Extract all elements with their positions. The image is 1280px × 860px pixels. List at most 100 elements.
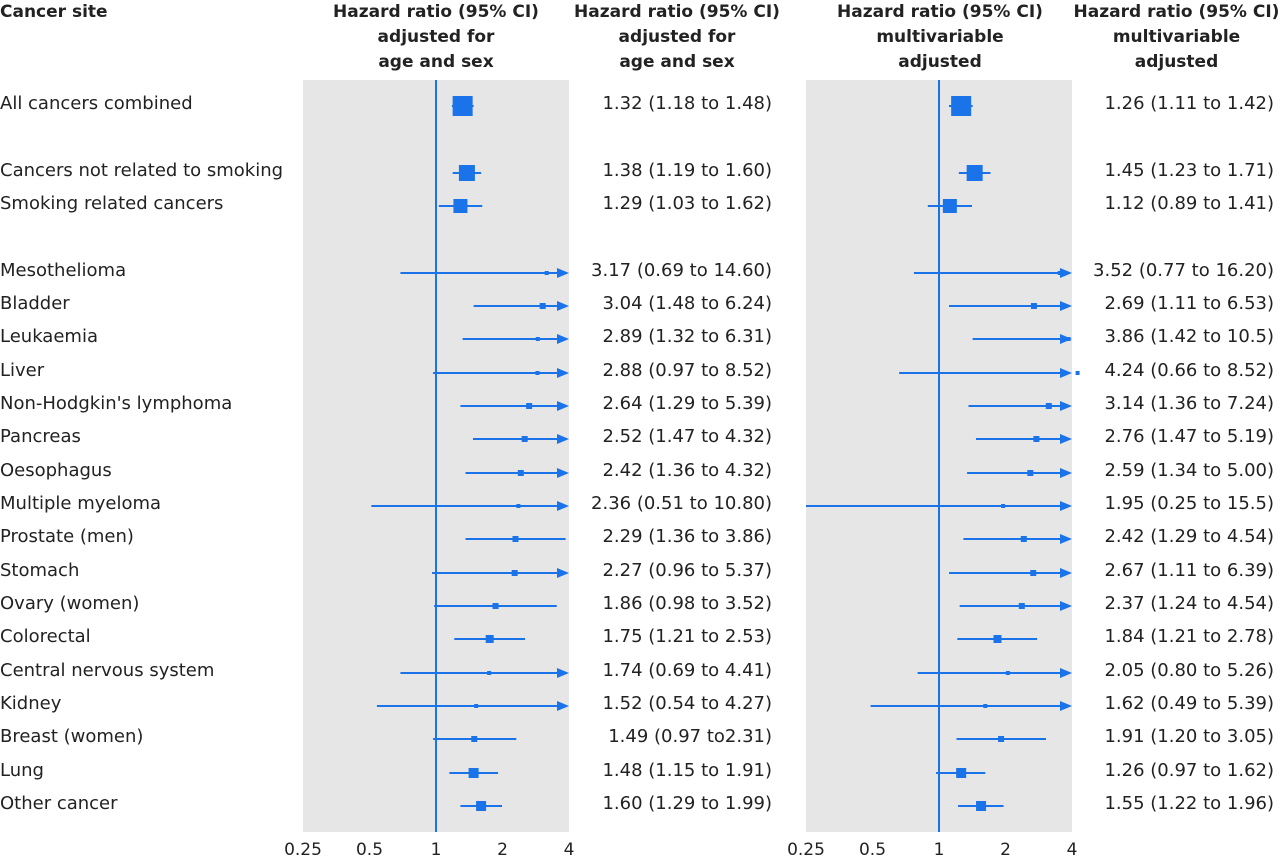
estimate-text-multivariable: 1.45 (1.23 to 1.71) [1104,160,1274,181]
tick-label-1-1: 0.5 [355,840,384,860]
tick-label-2-1: 0.5 [858,840,887,860]
estimate1-header: Hazard ratio (95% CI) adjusted for age a… [572,0,782,75]
tick-label-1-2: 1 [430,840,442,860]
ci-arrow-1-10 [557,501,569,511]
ci-arrow-2-4 [1060,301,1072,311]
estimate-text-multivariable: 1.62 (0.49 to 5.39) [1104,693,1274,714]
estimate-text-age-sex: 1.48 (1.15 to 1.91) [602,760,772,781]
estimate-marker-2-4 [1030,303,1037,309]
panel1-header-line2: adjusted for [377,27,495,47]
estimate-marker-1-1 [458,165,475,181]
panel2-header: Hazard ratio (95% CI) multivariable adju… [810,0,1070,75]
ci-arrow-1-15 [557,668,569,678]
estimate-marker-2-8 [1033,436,1040,442]
ci-arrow-1-3 [557,268,569,278]
estimate2-header-line2: multivariable [1112,27,1241,47]
estimate2-header: Hazard ratio (95% CI) multivariable adju… [1073,0,1280,75]
estimate-text-multivariable: 4.24 (0.66 to 8.52) [1104,360,1274,381]
row-label: Smoking related cancers [0,193,224,214]
ci-arrow-2-13 [1060,601,1072,611]
estimate-text-age-sex: 2.52 (1.47 to 4.32) [602,426,772,447]
estimate-text-multivariable: 2.59 (1.34 to 5.00) [1104,460,1274,481]
row-label: Cancers not related to smoking [0,160,284,181]
estimate-marker-2-11 [1020,536,1027,542]
estimate-marker-1-14 [485,635,494,643]
estimate-text-age-sex: 1.60 (1.29 to 1.99) [602,793,772,814]
ci-arrow-2-9 [1060,468,1072,478]
estimate1-header-line3: age and sex [619,52,735,72]
estimate2-header-line1: Hazard ratio (95% CI) [1073,2,1280,22]
estimate-text-multivariable: 2.05 (0.80 to 5.26) [1104,660,1274,681]
row-label: Oesophagus [0,460,112,481]
estimate-text-multivariable: 2.76 (1.47 to 5.19) [1104,426,1274,447]
estimate-text-multivariable: 1.95 (0.25 to 15.5) [1104,493,1274,514]
ci-arrow-2-6 [1060,368,1072,378]
estimate-text-multivariable: 1.26 (0.97 to 1.62) [1104,760,1274,781]
estimate-marker-2-15 [1005,671,1010,675]
row-label: Prostate (men) [0,526,134,547]
estimate-marker-1-6 [535,371,540,375]
estimate-text-age-sex: 2.27 (0.96 to 5.37) [602,560,772,581]
estimate-marker-1-19 [476,801,487,811]
estimate-text-age-sex: 2.64 (1.29 to 5.39) [602,393,772,414]
estimate-marker-2-5 [1066,337,1071,341]
ci-arrow-2-10 [1060,501,1072,511]
panel1-header-line1: Hazard ratio (95% CI) [333,2,539,22]
estimate-text-age-sex: 1.29 (1.03 to 1.62) [602,193,772,214]
estimate-marker-1-0 [452,96,473,116]
row-label: Non-Hodgkin's lymphoma [0,393,233,414]
panel2-header-line2: multivariable [876,27,1004,47]
estimate-text-age-sex: 2.29 (1.36 to 3.86) [602,526,772,547]
row-label: Liver [0,360,45,381]
ci-arrow-2-7 [1060,401,1072,411]
estimate-text-multivariable: 1.84 (1.21 to 2.78) [1104,626,1274,647]
estimate-marker-1-11 [512,536,519,542]
estimate-text-multivariable: 2.42 (1.29 to 4.54) [1104,526,1274,547]
row-label: Colorectal [0,626,91,647]
estimate-marker-2-2 [942,199,957,213]
ci-arrow-1-9 [557,468,569,478]
ci-arrow-2-3 [1060,268,1072,278]
row-label: Lung [0,760,44,781]
estimate-marker-1-2 [453,199,468,213]
estimate-text-age-sex: 1.38 (1.19 to 1.60) [602,160,772,181]
ci-arrow-1-4 [557,301,569,311]
estimate-text-age-sex: 2.42 (1.36 to 4.32) [602,460,772,481]
row-label: Stomach [0,560,80,581]
estimate-marker-1-10 [516,504,521,508]
estimate-marker-2-12 [1030,570,1037,576]
estimate-text-age-sex: 1.86 (0.98 to 3.52) [602,593,772,614]
estimate-marker-2-13 [1018,603,1025,609]
estimate-marker-1-4 [539,303,546,309]
row-label: Kidney [0,693,62,714]
estimate-text-age-sex: 2.36 (0.51 to 10.80) [591,493,772,514]
estimate2-header-line3: adjusted [1134,52,1219,72]
estimate-marker-2-16 [983,704,988,708]
estimate-marker-1-16 [474,704,479,708]
ci-arrow-2-15 [1060,668,1072,678]
estimate-text-age-sex: 2.89 (1.32 to 6.31) [602,326,772,347]
row-label: Leukaemia [0,326,98,347]
estimate-marker-1-13 [492,603,499,609]
ci-arrow-1-8 [557,434,569,444]
row-label: Breast (women) [0,726,144,747]
row-label: Ovary (women) [0,593,140,614]
ci-arrow-1-6 [557,368,569,378]
header-site-label: Cancer site [0,2,108,22]
panel1-header-line3: age and sex [378,52,494,72]
estimate-marker-1-7 [526,403,533,409]
row-label: Mesothelioma [0,260,127,281]
estimate-marker-1-12 [511,570,518,576]
panel1-header: Hazard ratio (95% CI) adjusted for age a… [306,0,566,75]
ci-arrow-1-5 [557,334,569,344]
ci-arrow-1-16 [557,701,569,711]
estimate-text-age-sex: 1.74 (0.69 to 4.41) [602,660,772,681]
row-label: Pancreas [0,426,81,447]
estimate-text-multivariable: 1.26 (1.11 to 1.42) [1104,93,1274,114]
estimate-marker-2-3 [1057,271,1062,275]
estimate-text-multivariable: 2.69 (1.11 to 6.53) [1104,293,1274,314]
row-label: All cancers combined [0,93,193,114]
estimate-text-age-sex: 3.04 (1.48 to 6.24) [602,293,772,314]
ci-arrow-2-16 [1060,701,1072,711]
